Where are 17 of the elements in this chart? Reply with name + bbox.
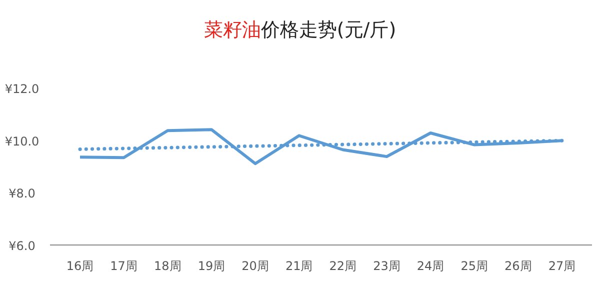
y-tick-label: ¥6.0 — [8, 239, 36, 253]
y-tick-label: ¥10.0 — [4, 134, 40, 148]
x-tick-label: 17周 — [110, 259, 138, 273]
x-tick-label: 18周 — [154, 259, 182, 273]
x-tick-label: 19周 — [198, 259, 226, 273]
y-tick-label: ¥8.0 — [8, 186, 36, 201]
x-tick-label: 20周 — [242, 259, 269, 273]
x-tick-label: 23周 — [373, 259, 400, 273]
x-tick-label: 25周 — [460, 259, 488, 273]
x-tick-label: 24周 — [416, 259, 444, 273]
x-tick-label: 21周 — [285, 259, 313, 273]
x-tick-label: 26周 — [504, 259, 532, 273]
x-tick-label: 16周 — [66, 259, 94, 273]
x-tick-label: 27周 — [548, 259, 576, 273]
y-tick-label: ¥12.0 — [4, 82, 40, 96]
x-tick-label: 22周 — [329, 259, 357, 273]
chart-title: 菜籽油价格走势(元/斤) — [204, 19, 396, 41]
